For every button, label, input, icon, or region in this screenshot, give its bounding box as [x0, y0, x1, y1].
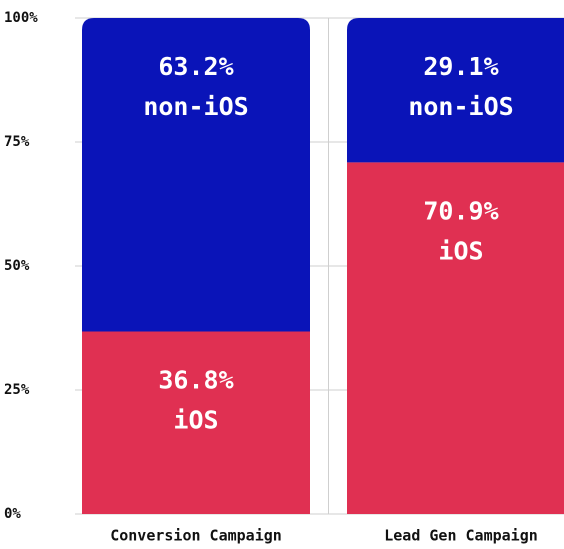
bar-segment	[82, 18, 310, 332]
bar-segment	[347, 162, 564, 514]
data-label: 29.1%	[423, 52, 498, 81]
data-label: 63.2%	[158, 52, 233, 81]
x-tick-label: Conversion Campaign	[110, 527, 282, 545]
x-tick-label: Lead Gen Campaign	[384, 527, 538, 545]
y-tick-label: 50%	[4, 258, 30, 274]
y-tick-label: 25%	[4, 382, 30, 398]
data-label: 36.8%	[158, 365, 233, 394]
bar-segment	[347, 18, 564, 163]
data-label-name: iOS	[438, 236, 483, 265]
data-label: 70.9%	[423, 196, 498, 225]
data-label-name: non-iOS	[408, 92, 513, 121]
data-label-name: iOS	[173, 405, 218, 434]
y-tick-label: 0%	[4, 506, 21, 522]
data-label-name: non-iOS	[143, 92, 248, 121]
bar-segment	[82, 331, 310, 514]
y-tick-label: 75%	[4, 134, 30, 150]
y-tick-label: 100%	[4, 10, 38, 26]
